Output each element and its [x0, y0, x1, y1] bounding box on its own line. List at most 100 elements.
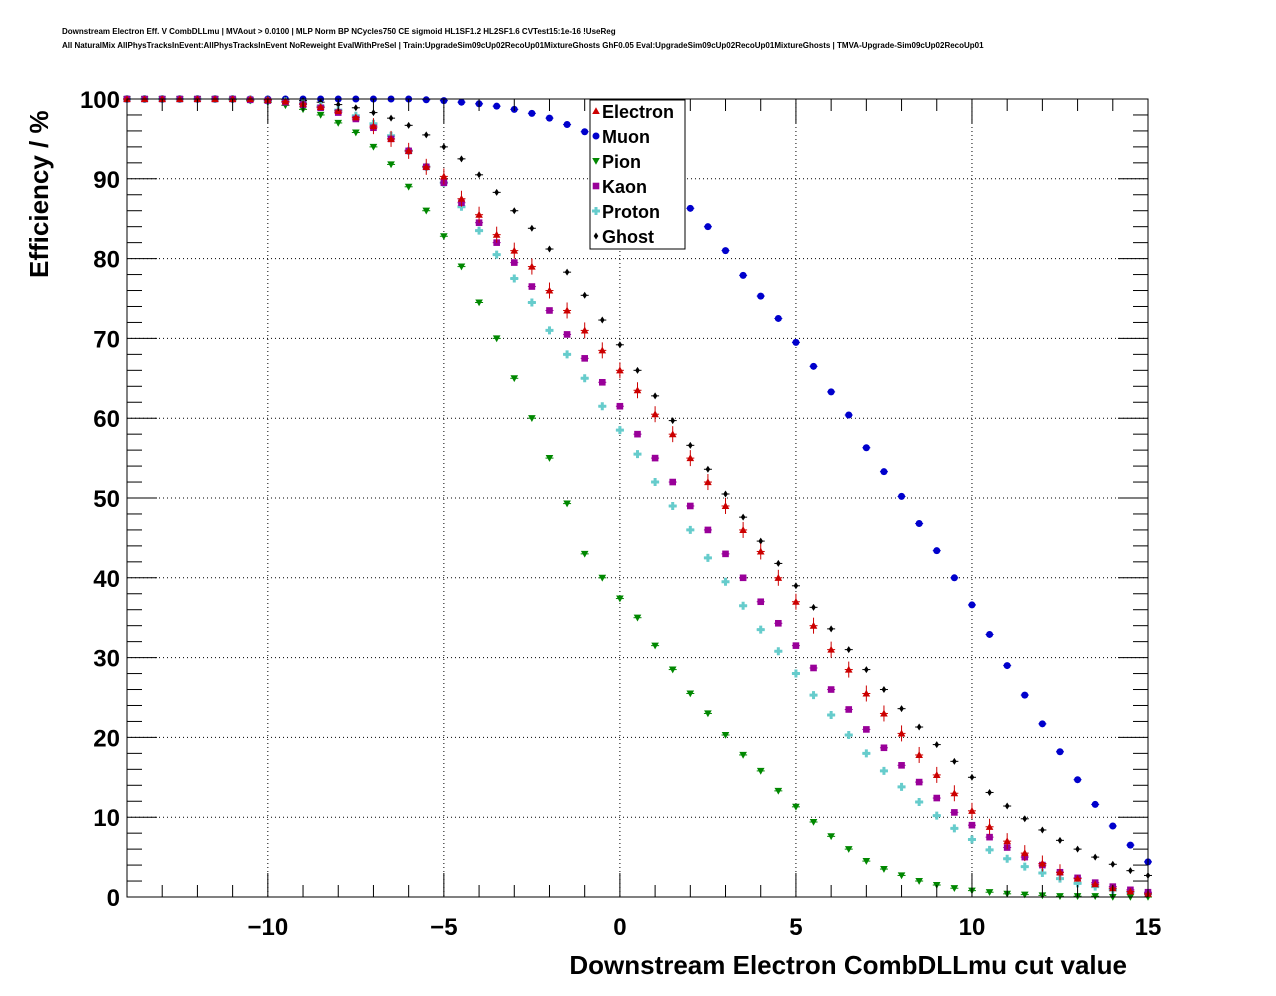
data-point-pion [387, 161, 395, 169]
data-point-kaon [933, 794, 941, 802]
data-point-kaon [968, 821, 976, 829]
data-point-electron [1003, 837, 1011, 845]
data-point-electron [756, 547, 765, 555]
data-point-ghost [511, 207, 517, 215]
legend-entry-ghost: Ghost [593, 227, 654, 247]
data-point-pion [668, 666, 677, 674]
data-point-muon [845, 411, 853, 419]
data-point-proton [739, 601, 748, 610]
legend-box [589, 99, 686, 250]
data-point-electron [651, 410, 659, 418]
chart-title-line-2: All NaturalMix AllPhysTracksInEvent:AllP… [62, 41, 984, 50]
data-point-pion [862, 858, 871, 865]
data-point-ghost [916, 723, 922, 731]
y-tick-label: 0 [107, 885, 120, 912]
legend-label-kaon: Kaon [602, 177, 647, 197]
x-tick-label: 10 [959, 914, 986, 941]
data-point-pion [915, 878, 923, 885]
data-point-ghost [494, 188, 499, 196]
data-point-ghost [652, 392, 658, 400]
data-point-muon [545, 114, 553, 122]
data-point-ghost [1128, 867, 1133, 875]
legend-marker-ghost [593, 232, 599, 240]
data-point-proton [774, 647, 783, 656]
data-point-proton [703, 553, 712, 562]
data-point-pion [809, 818, 818, 826]
data-point-pion [316, 111, 325, 119]
data-point-proton [879, 766, 888, 775]
legend-entry-electron: Electron [592, 102, 674, 122]
y-tick-label: 30 [93, 646, 120, 673]
data-point-proton [580, 374, 589, 383]
y-tick-label: 40 [93, 566, 120, 593]
axis-ticks [126, 98, 1149, 898]
data-point-proton [1038, 869, 1047, 878]
data-point-pion [880, 866, 888, 873]
data-point-kaon [757, 598, 765, 606]
data-point-muon [563, 121, 571, 129]
data-point-ghost [987, 788, 992, 796]
data-point-proton [950, 824, 959, 833]
data-point-pion [475, 299, 483, 307]
data-point-kaon [616, 402, 624, 410]
y-tick-label: 50 [93, 486, 120, 513]
data-point-proton [615, 426, 624, 435]
data-point-electron [1038, 859, 1047, 867]
data-point-ghost [864, 666, 869, 674]
data-point-pion [686, 690, 695, 698]
data-point-ghost [582, 291, 587, 299]
legend-label-proton: Proton [602, 202, 660, 222]
data-point-kaon [581, 355, 588, 362]
data-point-ghost [1022, 815, 1028, 823]
legend-marker-muon [592, 132, 600, 140]
data-point-pion [897, 872, 906, 880]
data-point-proton [721, 577, 730, 586]
data-point-electron [510, 246, 519, 254]
data-point-pion [510, 375, 519, 383]
data-point-electron [475, 210, 483, 218]
data-point-proton [756, 625, 765, 634]
data-point-ghost [740, 513, 746, 521]
data-point-pion [404, 183, 413, 191]
data-point-electron [1126, 887, 1135, 895]
data-point-kaon [510, 259, 518, 266]
data-point-muon [422, 96, 430, 104]
data-point-electron [369, 122, 378, 130]
data-point-electron [1020, 849, 1029, 857]
data-point-pion [352, 129, 360, 137]
data-point-ghost [793, 582, 799, 590]
data-point-electron [844, 665, 853, 673]
data-point-electron [985, 822, 994, 830]
legend-label-pion: Pion [602, 152, 641, 172]
data-point-ghost [1004, 802, 1010, 810]
data-point-muon [686, 204, 694, 212]
x-tick-label: 15 [1135, 914, 1162, 941]
data-point-muon [1126, 841, 1134, 849]
data-point-muon [933, 547, 941, 555]
data-point-pion [756, 767, 765, 775]
data-point-kaon [827, 686, 835, 693]
data-point-kaon [898, 762, 905, 769]
data-point-pion [580, 550, 589, 558]
data-point-kaon [739, 574, 747, 582]
data-point-electron [457, 194, 466, 202]
data-point-proton [492, 250, 501, 259]
data-point-proton [598, 402, 607, 411]
data-point-ghost [371, 109, 376, 117]
x-axis-label: Downstream Electron CombDLLmu cut value [569, 950, 1127, 980]
y-tick-label: 90 [93, 167, 120, 194]
data-point-proton [545, 326, 554, 335]
data-point-ghost [811, 603, 816, 611]
data-point-electron [528, 262, 536, 270]
data-point-muon [810, 362, 818, 370]
data-point-ghost [758, 537, 764, 545]
data-point-pion [985, 889, 994, 897]
data-point-electron [721, 502, 730, 510]
data-point-electron [440, 172, 448, 180]
data-point-electron [950, 789, 959, 797]
data-point-electron [827, 645, 835, 653]
data-point-kaon [915, 778, 923, 786]
data-point-ghost [529, 224, 535, 232]
y-tick-label: 80 [93, 247, 120, 274]
data-point-kaon [775, 619, 782, 627]
